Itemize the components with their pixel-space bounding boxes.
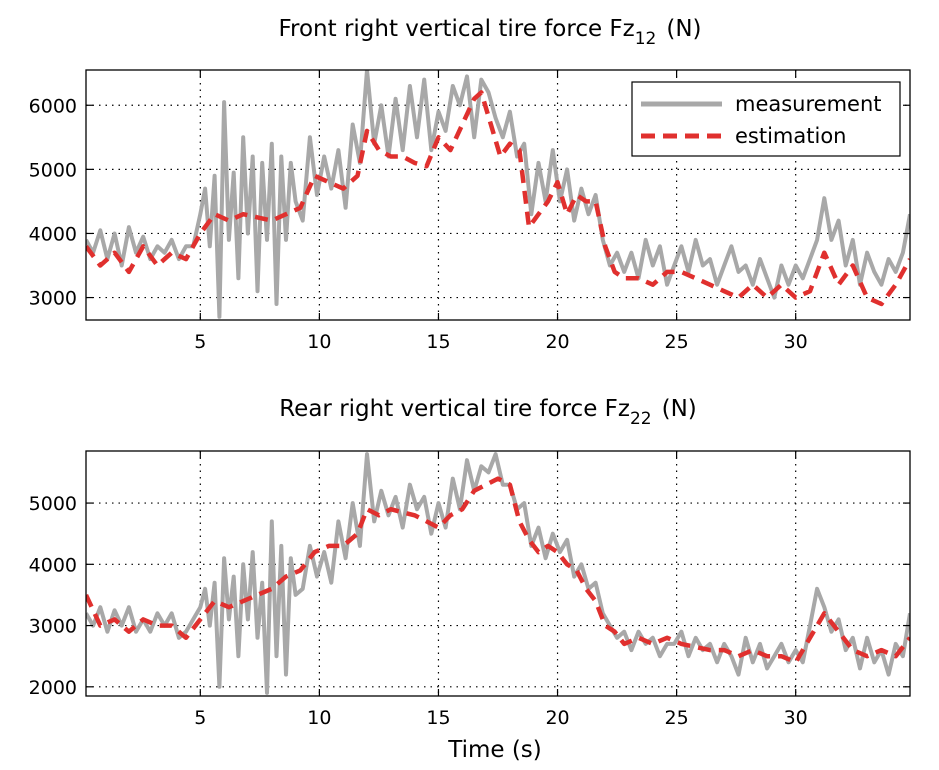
estimation-series-line [86, 476, 910, 665]
measurement-series-line [86, 70, 910, 319]
x-tick-label: 10 [307, 331, 331, 353]
x-tick-label: 30 [784, 331, 808, 353]
y-tick-label: 4000 [29, 223, 77, 245]
x-tick-label: 20 [545, 331, 569, 353]
x-axis-label: Time (s) [447, 737, 542, 763]
plot-area [86, 70, 910, 319]
y-tick-label: 3000 [29, 616, 77, 638]
x-tick-label: 5 [194, 331, 206, 353]
chart-title: Rear right vertical tire force Fz22 (N) [279, 396, 697, 429]
rear-right-force-panel: Rear right vertical tire force Fz22 (N) 5… [29, 396, 911, 763]
front-right-force-panel: Front right vertical tire force Fz12 (N) … [29, 16, 911, 353]
chart-title: Front right vertical tire force Fz12 (N) [278, 16, 701, 49]
y-tick-label: 6000 [29, 95, 77, 117]
legend-box [631, 81, 901, 157]
legend-estimation-label: estimation [735, 124, 846, 148]
y-tick-label: 5000 [29, 159, 77, 181]
estimation-series-line [86, 90, 910, 307]
y-tick-label: 4000 [29, 554, 77, 576]
x-tick-label: 25 [665, 707, 689, 729]
x-tick-label: 30 [784, 707, 808, 729]
y-tick-label: 5000 [29, 493, 77, 515]
legend-measurement-label: measurement [735, 92, 882, 116]
y-tick-label: 2000 [29, 677, 77, 699]
ticks: 5 10 15 20 25 30 2000 3000 4000 5000 [29, 451, 910, 729]
x-tick-label: 20 [545, 707, 569, 729]
plot-area [86, 452, 910, 695]
axes-frame [85, 69, 911, 321]
x-tick-label: 10 [307, 707, 331, 729]
ticks: 5 10 15 20 25 30 3000 4000 5000 6000 [29, 70, 910, 353]
legend: measurement estimation [631, 81, 901, 157]
x-tick-label: 5 [194, 707, 206, 729]
y-tick-label: 3000 [29, 288, 77, 310]
x-tick-label: 15 [426, 707, 450, 729]
axes-frame [85, 450, 911, 697]
x-tick-label: 15 [426, 331, 450, 353]
x-tick-label: 25 [665, 331, 689, 353]
